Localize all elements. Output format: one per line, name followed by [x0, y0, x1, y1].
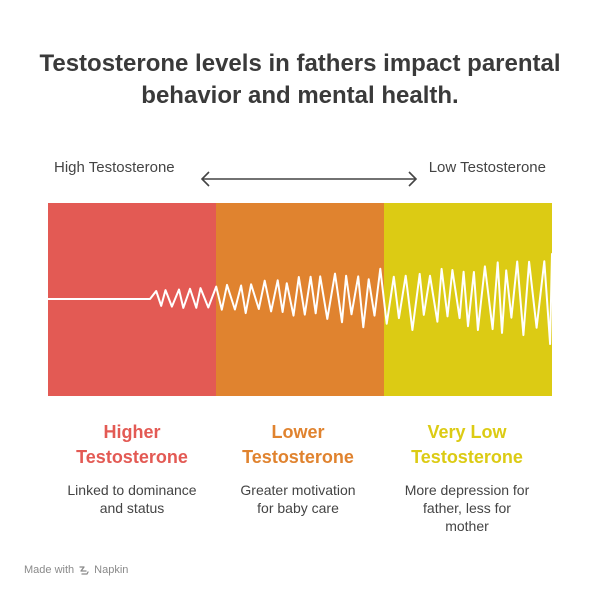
scale-right-label: Low Testosterone: [428, 159, 546, 176]
column-lower-title-line-2: Testosterone: [242, 447, 354, 467]
column-very-low-title-line-2: Testosterone: [411, 447, 523, 467]
made-with-napkin-footer[interactable]: Made with Napkin: [24, 564, 128, 576]
title-line-2: behavior and mental health.: [141, 82, 459, 109]
column-lower: Lower Testosterone Greater motivation fo…: [208, 420, 388, 517]
title-line-1: Testosterone levels in fathers impact pa…: [39, 50, 561, 77]
column-very-low-description: More depression for father, less for mot…: [377, 481, 557, 535]
scale-left-label: High Testosterone: [54, 159, 175, 176]
column-very-low-title: Very Low Testosterone: [377, 420, 557, 470]
hormone-wave: [48, 253, 552, 345]
column-lower-description: Greater motivation for baby care: [208, 481, 388, 517]
column-lower-desc-line-2: for baby care: [257, 500, 339, 516]
column-higher-title: Higher Testosterone: [42, 420, 222, 470]
column-higher-desc-line-1: Linked to dominance: [67, 482, 197, 498]
column-very-low-desc-line-2: father, less for: [423, 500, 511, 516]
footer-prefix: Made with: [24, 564, 75, 576]
wave-line: [48, 253, 552, 345]
column-higher: Higher Testosterone Linked to dominance …: [42, 420, 222, 517]
column-very-low-title-line-1: Very Low: [427, 422, 507, 442]
column-lower-title: Lower Testosterone: [208, 420, 388, 470]
column-higher-desc-line-2: and status: [99, 500, 165, 516]
napkin-logo-icon: [79, 566, 89, 575]
band-very-low: [384, 203, 552, 396]
double-headed-arrow-icon: [200, 171, 418, 187]
column-very-low-desc-line-1: More depression for: [404, 482, 530, 498]
page-title: Testosterone levels in fathers impact pa…: [20, 48, 580, 112]
column-higher-title-line-2: Testosterone: [76, 447, 188, 467]
column-very-low: Very Low Testosterone More depression fo…: [377, 420, 557, 535]
column-higher-description: Linked to dominance and status: [42, 481, 222, 517]
column-lower-desc-line-1: Greater motivation: [240, 482, 356, 498]
footer-brand: Napkin: [94, 564, 129, 576]
column-higher-title-line-1: Higher: [103, 422, 161, 442]
column-lower-title-line-1: Lower: [271, 422, 325, 442]
column-very-low-desc-line-3: mother: [445, 518, 489, 534]
